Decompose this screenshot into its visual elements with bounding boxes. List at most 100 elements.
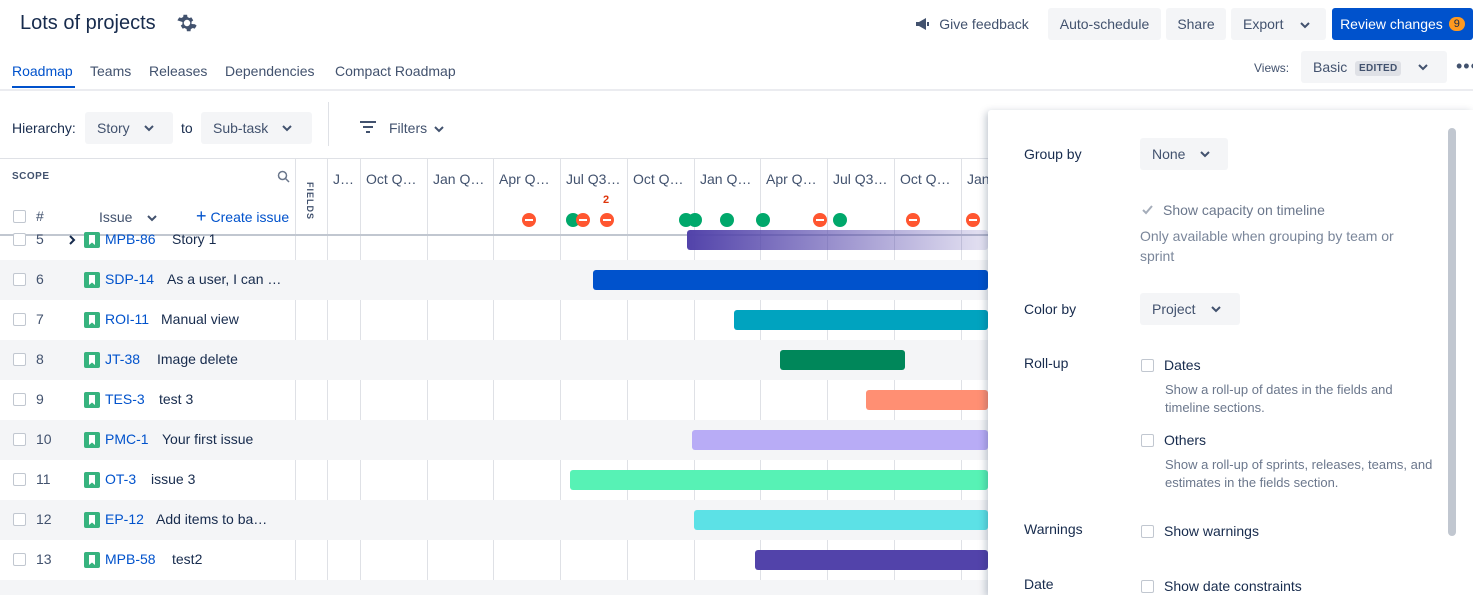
release-marker-offtrack[interactable] (576, 213, 590, 227)
tab-releases[interactable]: Releases (149, 63, 208, 79)
review-changes-label: Review changes (1340, 16, 1443, 32)
views-label: Views: (1254, 61, 1290, 75)
gear-icon[interactable] (176, 12, 198, 34)
release-marker-offtrack[interactable] (813, 213, 827, 227)
issue-summary: As a user, I can … (167, 271, 282, 287)
table-row[interactable]: 10 PMC-1 Your first issue (0, 420, 988, 460)
timeline-bar[interactable] (692, 430, 988, 450)
timeline-bar[interactable] (755, 550, 988, 570)
tab-teams[interactable]: Teams (90, 63, 132, 79)
timeline-bar[interactable] (570, 470, 988, 490)
release-marker-ontrack[interactable] (720, 213, 734, 227)
tabs-divider (0, 89, 1473, 91)
table-row[interactable]: 11 OT-3 issue 3 (0, 460, 988, 500)
issue-key-link[interactable]: SDP-14 (105, 271, 155, 287)
row-checkbox[interactable] (13, 273, 26, 286)
row-number: 12 (36, 511, 52, 527)
views-select[interactable]: Basic (1301, 51, 1447, 83)
timeline-bar[interactable] (593, 270, 988, 290)
header-divider (0, 234, 988, 236)
issue-key-link[interactable]: MPB-58 (105, 551, 156, 567)
row-checkbox[interactable] (13, 233, 26, 246)
quarter-label: Jul Q3… (833, 171, 888, 187)
timeline-bar[interactable] (734, 310, 988, 330)
show-date-constraints-checkbox[interactable] (1141, 580, 1154, 593)
row-number: 13 (36, 551, 52, 567)
table-row[interactable]: 8 JT-38 Image delete (0, 340, 988, 380)
rollup-others-desc: Show a roll-up of sprints, releases, tea… (1165, 457, 1433, 490)
issue-key-link[interactable]: PMC-1 (105, 431, 149, 447)
quarter-label: Jan Q… (433, 171, 485, 187)
release-marker-ontrack[interactable] (833, 213, 847, 227)
row-checkbox[interactable] (13, 433, 26, 446)
search-icon[interactable] (277, 170, 290, 183)
row-checkbox[interactable] (13, 553, 26, 566)
plus-icon: + (196, 206, 207, 226)
col-issue-header[interactable]: Issue (99, 209, 132, 225)
hierarchy-to-select[interactable]: Sub-task (201, 112, 312, 144)
rollup-dates-checkbox[interactable] (1141, 359, 1154, 372)
share-button[interactable]: Share (1166, 8, 1226, 40)
filters-button[interactable]: Filters (359, 118, 459, 138)
issue-key-link[interactable]: JT-38 (105, 351, 141, 367)
timeline-bar[interactable] (694, 510, 988, 530)
table-row[interactable]: 6 SDP-14 As a user, I can … (0, 260, 988, 300)
rollup-others-label: Others (1164, 432, 1207, 448)
group-by-select[interactable]: None (1140, 138, 1228, 170)
release-marker-offtrack[interactable] (966, 213, 980, 227)
issue-key-link[interactable]: ROI-11 (105, 311, 150, 327)
issue-key-link[interactable]: EP-12 (105, 511, 144, 527)
row-checkbox[interactable] (13, 393, 26, 406)
show-capacity-label: Show capacity on timeline (1163, 202, 1325, 218)
color-by-select[interactable]: Project (1140, 293, 1240, 325)
story-icon (84, 392, 100, 408)
table-row[interactable]: 7 ROI-11 Manual view (0, 300, 988, 340)
chevron-down-icon (144, 125, 154, 132)
release-marker-ontrack[interactable] (688, 213, 702, 227)
hierarchy-from-select[interactable]: Story (85, 112, 173, 144)
table-row[interactable]: 5 MPB-86 Story 1 (0, 220, 988, 260)
timeline-bar[interactable] (866, 390, 988, 410)
table-row[interactable]: 12 EP-12 Add items to ba… (0, 500, 988, 540)
issue-key-link[interactable]: MPB-86 (105, 231, 156, 247)
issue-key-link[interactable]: TES-3 (105, 391, 145, 407)
fields-label[interactable]: FIELDS (305, 182, 315, 221)
row-checkbox[interactable] (13, 353, 26, 366)
row-checkbox[interactable] (13, 313, 26, 326)
select-all-checkbox[interactable] (13, 210, 26, 223)
show-warnings-checkbox[interactable] (1141, 525, 1154, 538)
timeline-bar[interactable] (780, 350, 905, 370)
table-row[interactable]: 13 MPB-58 test2 (0, 540, 988, 580)
issue-summary: test2 (172, 551, 203, 567)
give-feedback-button[interactable]: Give feedback (906, 8, 1038, 40)
row-checkbox[interactable] (13, 513, 26, 526)
issue-summary: test 3 (159, 391, 194, 407)
story-icon (84, 552, 100, 568)
tab-dependencies[interactable]: Dependencies (225, 63, 315, 79)
release-marker-offtrack[interactable] (600, 213, 614, 227)
create-issue-label: Create issue (210, 209, 290, 225)
table-row[interactable] (0, 580, 988, 595)
tab-compact-roadmap[interactable]: Compact Roadmap (335, 63, 456, 79)
more-icon[interactable]: ••• (1456, 56, 1473, 76)
timeline-bar[interactable] (687, 230, 988, 250)
quarter-label: Jan Q… (700, 171, 752, 187)
export-button[interactable]: Export (1231, 8, 1326, 40)
panel-scrollbar[interactable] (1448, 128, 1456, 536)
rollup-others-checkbox[interactable] (1141, 434, 1154, 447)
release-marker-offtrack[interactable] (906, 213, 920, 227)
table-row[interactable]: 9 TES-3 test 3 (0, 380, 988, 420)
create-issue-button[interactable]: + Create issue (196, 206, 290, 226)
chevron-right-icon[interactable] (67, 233, 77, 249)
tab-roadmap[interactable]: Roadmap (12, 63, 73, 79)
issue-summary: Add items to ba… (156, 511, 268, 527)
review-changes-button[interactable]: Review changes 9 (1332, 8, 1473, 40)
release-marker-offtrack[interactable] (522, 213, 536, 227)
issue-key-link[interactable]: OT-3 (105, 471, 137, 487)
row-checkbox[interactable] (13, 473, 26, 486)
quarter-label: Jan (967, 171, 990, 187)
release-marker-ontrack[interactable] (756, 213, 770, 227)
auto-schedule-button[interactable]: Auto-schedule (1048, 8, 1161, 40)
grid-top-line (0, 158, 988, 159)
chevron-down-icon (1300, 22, 1310, 29)
